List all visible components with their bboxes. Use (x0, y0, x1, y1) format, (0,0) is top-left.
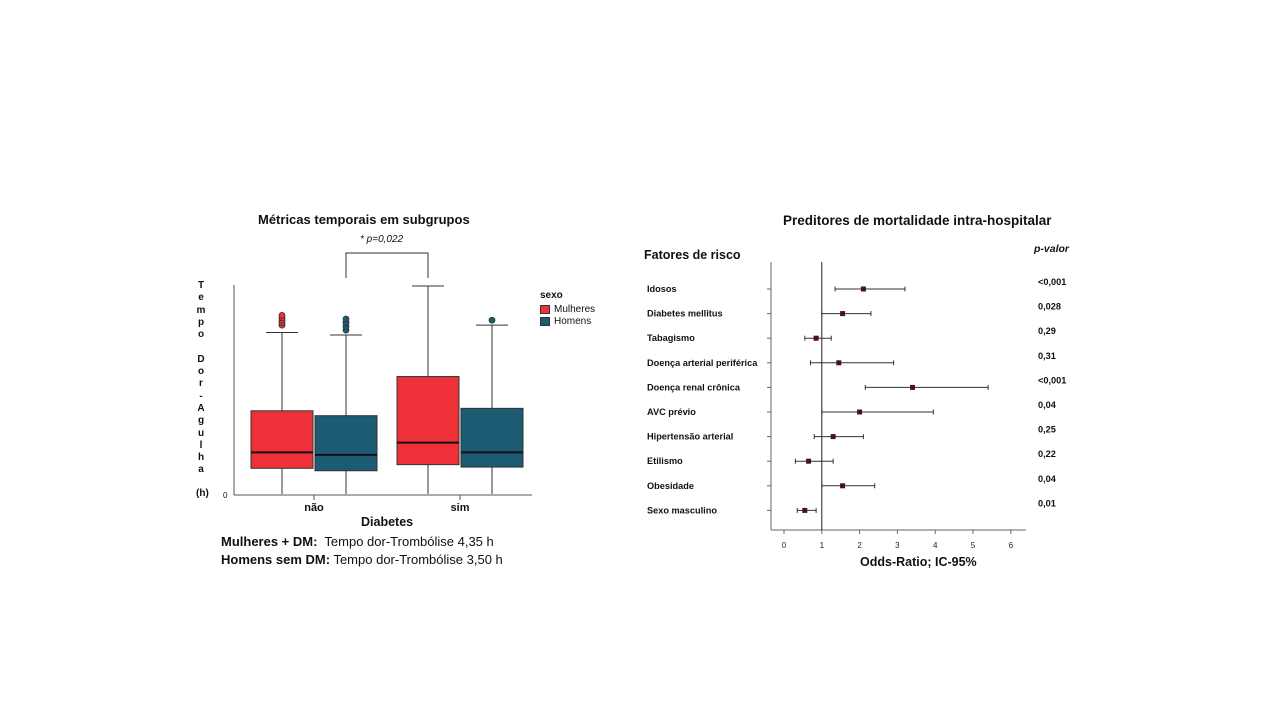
y-axis-label-letter: e (198, 292, 204, 304)
forest-x-tick-label: 4 (933, 541, 938, 550)
forest-p-value: 0,22 (1038, 449, 1056, 459)
y-axis-label-letter: - (199, 390, 203, 402)
y-axis-label-letter: a (198, 464, 204, 476)
legend-swatch-mulheres (540, 304, 550, 314)
y-axis-label-letter: o (197, 366, 205, 378)
forest-x-tick-label: 5 (971, 541, 976, 550)
boxplot-outlier (488, 316, 496, 324)
forest-p-value: 0,29 (1038, 326, 1056, 336)
forest-point-estimate (910, 384, 916, 390)
note-line: Mulheres + DM: Tempo dor-Trombólise 4,35… (221, 533, 503, 551)
forest-row-label: AVC prévio (647, 407, 696, 417)
legend-label-mulheres: Mulheres (554, 303, 596, 315)
y-axis-label-letter: u (197, 427, 205, 439)
note-bold: Homens sem DM: (221, 552, 331, 567)
y-axis-label-letter: A (197, 402, 205, 414)
y-axis-label-letter: l (199, 439, 203, 451)
forest-row-label: Hipertensão arterial (647, 432, 733, 442)
forest-p-value: 0,04 (1038, 400, 1057, 410)
forest-row-label: Doença renal crônica (647, 382, 741, 392)
y-axis-label-letter: r (199, 378, 203, 390)
forest-point-estimate (836, 360, 842, 366)
legend-label-homens: Homens (554, 315, 592, 327)
note-line: Homens sem DM: Tempo dor-Trombólise 3,50… (221, 551, 503, 569)
boxplot-box (460, 407, 524, 468)
forest-x-axis-label: Odds-Ratio; IC-95% (860, 555, 977, 569)
forest-point-estimate (802, 507, 808, 513)
forest-row-label: Doença arterial periférica (647, 358, 758, 368)
boxplot-outlier (342, 315, 350, 323)
legend-swatch-homens (540, 316, 550, 326)
forest-x-tick-label: 3 (895, 541, 900, 550)
y-axis-label-letter: T (197, 280, 205, 291)
boxplot-outlier (278, 311, 286, 319)
note-text: Tempo dor-Trombólise 3,50 h (330, 552, 503, 567)
legend-item-homens: Homens (540, 315, 595, 327)
y-axis-label-letter: p (197, 316, 205, 328)
boxplot-box (250, 410, 314, 469)
y-axis-label-letter: D (197, 353, 205, 365)
forest-point-estimate (840, 483, 846, 489)
y-axis-label-letter: m (196, 304, 206, 316)
forest-x-tick-label: 2 (857, 541, 862, 550)
forest-p-value: 0,01 (1038, 498, 1056, 508)
y-axis-label-letter: h (197, 452, 205, 464)
forest-point-estimate (813, 335, 819, 341)
legend: sexo Mulheres Homens (540, 290, 595, 327)
forest-point-estimate (840, 311, 846, 317)
boxplot-box (396, 376, 460, 466)
forest-x-tick-label: 0 (782, 541, 787, 550)
legend-item-mulheres: Mulheres (540, 303, 595, 315)
forest-row-label: Tabagismo (647, 333, 695, 343)
forest-row-label: Diabetes mellitus (647, 309, 723, 319)
forest-p-value: 0,25 (1038, 425, 1056, 435)
forest-point-estimate (806, 458, 812, 464)
boxplot-x-axis-label: Diabetes (361, 515, 414, 529)
boxplot-y-tick-label: 0 (223, 491, 228, 500)
forest-row-label: Idosos (647, 284, 677, 294)
legend-title: sexo (540, 290, 563, 301)
y-axis-label-letter: o (197, 329, 205, 341)
p-value-header: p-valor (1034, 243, 1070, 255)
boxplot-box (314, 415, 378, 472)
forest-x-tick-label: 1 (820, 541, 825, 550)
forest-row-label: Sexo masculino (647, 505, 717, 515)
note-bold: Mulheres + DM: (221, 534, 318, 549)
forest-row-label: Etilismo (647, 456, 683, 466)
y-axis-unit: (h) (196, 488, 209, 499)
forest-point-estimate (860, 286, 866, 292)
forest-p-value: <0,001 (1038, 375, 1066, 385)
risk-factors-header: Fatores de risco (644, 248, 741, 262)
forest-p-value: 0,31 (1038, 351, 1056, 361)
forest-row-label: Obesidade (647, 481, 694, 491)
forest-point-estimate (857, 409, 863, 415)
summary-notes: Mulheres + DM: Tempo dor-Trombólise 4,35… (221, 533, 503, 569)
forest-point-estimate (830, 434, 836, 440)
forest-p-value: <0,001 (1038, 277, 1066, 287)
note-text: Tempo dor-Trombólise 4,35 h (317, 534, 494, 549)
significance-bracket (345, 252, 429, 278)
forest-x-tick-label: 6 (1009, 541, 1014, 550)
forest-p-value: 0,028 (1038, 302, 1061, 312)
boxplot-x-tick-label: sim (451, 502, 470, 514)
significance-label: * p=0,022 (360, 234, 404, 245)
forest-title: Preditores de mortalidade intra-hospital… (783, 213, 1052, 228)
boxplot-x-tick-label: não (304, 502, 324, 514)
forest-p-value: 0,04 (1038, 474, 1057, 484)
boxplot-title: Métricas temporais em subgrupos (258, 212, 470, 227)
y-axis-label-letter: g (197, 415, 205, 427)
